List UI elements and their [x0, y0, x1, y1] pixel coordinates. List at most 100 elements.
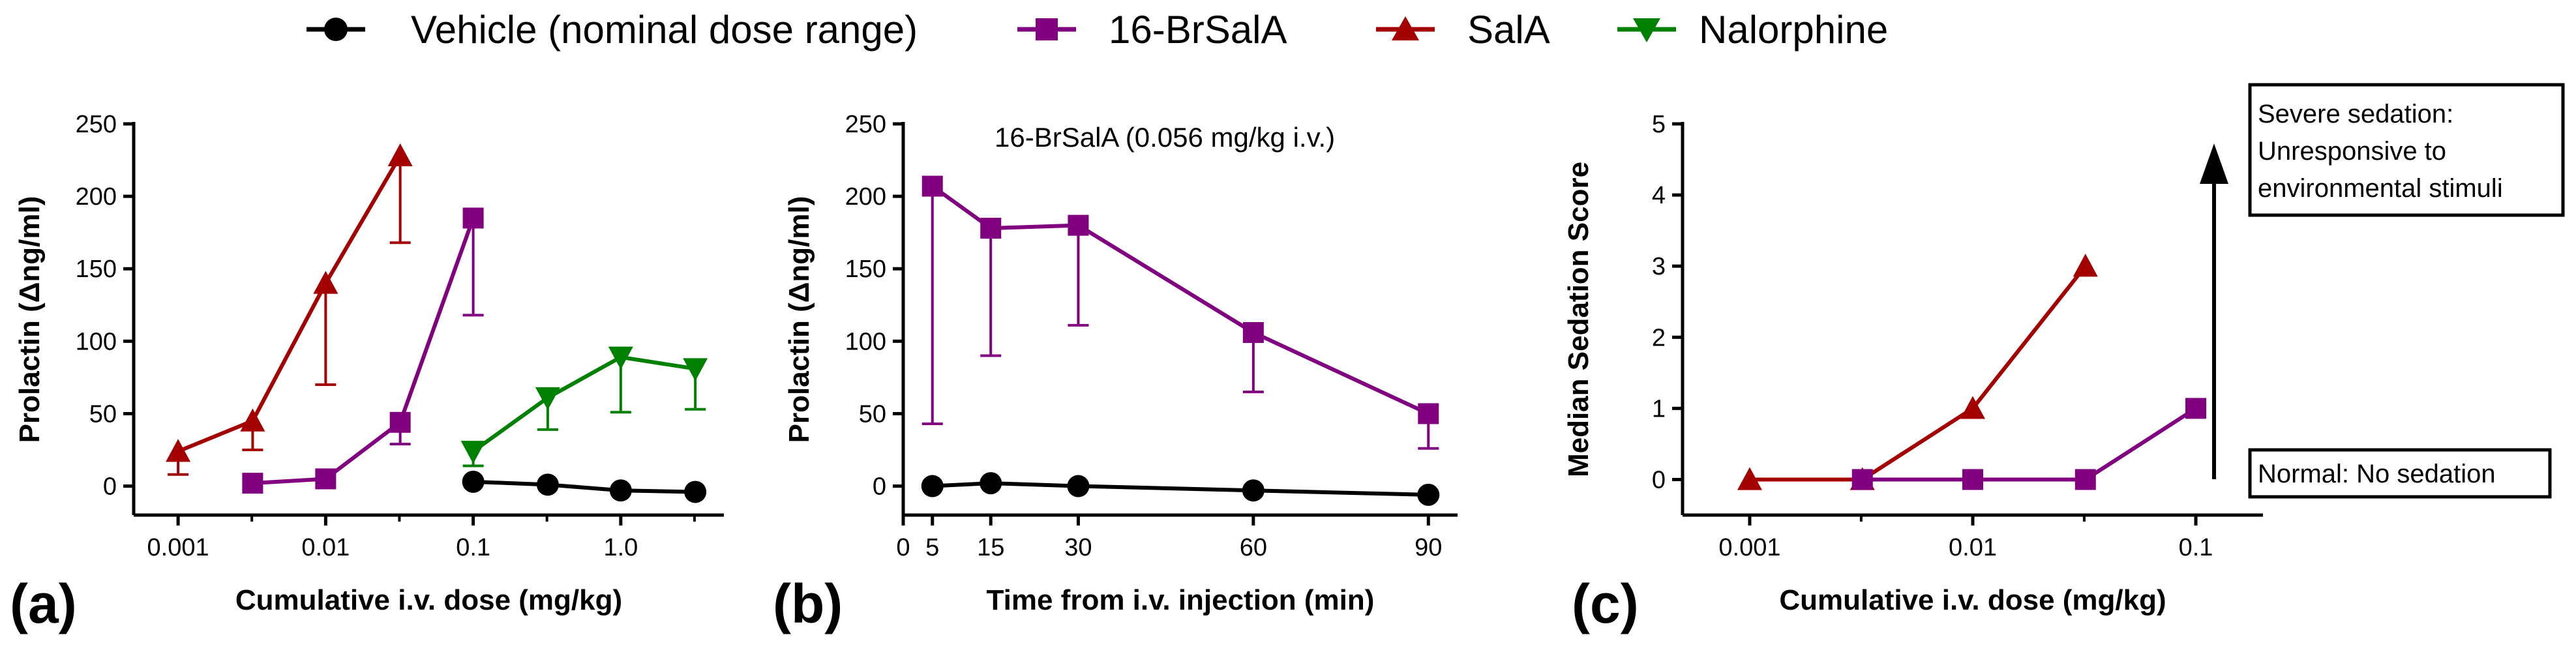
- y-tick-label: 0: [1652, 466, 1666, 494]
- panel-letter-a: (a): [10, 573, 77, 634]
- data-point: [535, 387, 560, 410]
- data-point: [462, 207, 484, 229]
- data-point: [2185, 398, 2207, 419]
- legend-marker-triangle-down: [1633, 18, 1660, 42]
- data-point: [462, 470, 485, 493]
- panel-letter-c: (c): [1572, 573, 1639, 634]
- x-tick-label: 60: [1240, 534, 1267, 561]
- x-tick-label: 1.0: [603, 534, 638, 561]
- y-tick-label: 150: [76, 256, 117, 283]
- y-tick-label: 250: [76, 111, 117, 138]
- series-16-brsala: [1851, 398, 2207, 490]
- data-point: [240, 408, 265, 432]
- x-tick-label: 0: [896, 534, 910, 561]
- x-tick-label: 5: [925, 534, 939, 561]
- panel-b-annotation: 16-BrSalA (0.056 mg/kg i.v.): [995, 122, 1335, 153]
- y-tick-label: 0: [103, 473, 117, 501]
- x-tick-label: 0.1: [2179, 534, 2213, 561]
- data-point: [1068, 215, 1089, 236]
- series-line: [932, 481, 1429, 497]
- data-point: [242, 473, 263, 494]
- legend-marker-square: [1036, 18, 1058, 40]
- x-tick-label: 0.01: [301, 534, 350, 561]
- y-tick-label: 250: [845, 111, 886, 138]
- data-point: [1067, 475, 1090, 497]
- no-sedation-label: Normal: No sedation: [2258, 460, 2496, 488]
- y-tick-label: 3: [1652, 253, 1666, 280]
- data-point: [2073, 254, 2098, 277]
- data-point: [313, 271, 338, 294]
- legend-item-16-brsala: 16-BrSalA: [1017, 8, 1287, 52]
- data-point: [980, 218, 1002, 239]
- x-tick-label: 0.01: [1949, 534, 1997, 561]
- data-point: [1417, 483, 1440, 506]
- data-point: [980, 472, 1002, 495]
- series-sala: [1737, 254, 2098, 490]
- no-sedation-box: [2248, 448, 2552, 499]
- legend-item-sala: SalA: [1376, 8, 1550, 52]
- data-point: [608, 346, 633, 370]
- y-tick-label: 150: [845, 256, 886, 283]
- series-vehicle-nominal-dose-range-: [921, 472, 1440, 506]
- series-line: [473, 479, 696, 494]
- severe-sedation-box: [2248, 83, 2565, 217]
- x-tick-label: 0.001: [1718, 534, 1780, 561]
- series-line: [1862, 406, 2197, 482]
- data-point: [315, 468, 337, 490]
- series-line: [177, 155, 402, 453]
- x-axis-title: Cumulative i.v. dose (mg/kg): [235, 584, 622, 616]
- x-tick-label: 15: [977, 534, 1004, 561]
- legend-marker-circle: [324, 18, 348, 41]
- legend-item-vehicle: Vehicle (nominal dose range): [307, 8, 918, 52]
- data-point: [1962, 469, 1983, 490]
- series-line: [252, 217, 475, 486]
- x-axis-title: Cumulative i.v. dose (mg/kg): [1779, 584, 2166, 616]
- severe-sedation-line-3: environmental stimuli: [2258, 174, 2503, 203]
- sedation-scale-annotation: Severe sedation: Unresponsive to environ…: [2200, 83, 2565, 499]
- x-tick-label: 0.001: [147, 534, 209, 561]
- y-tick-label: 2: [1652, 324, 1666, 351]
- y-tick-label: 200: [845, 183, 886, 211]
- data-point: [1737, 467, 1762, 490]
- y-tick-label: 200: [76, 183, 117, 211]
- y-tick-label: 50: [859, 400, 886, 428]
- data-point: [921, 175, 943, 197]
- data-point: [166, 439, 191, 462]
- data-point: [684, 481, 707, 503]
- data-point: [387, 143, 413, 167]
- data-point: [2074, 469, 2096, 490]
- legend: Vehicle (nominal dose range) 16-BrSalA S…: [307, 8, 1888, 52]
- y-tick-label: 4: [1652, 182, 1666, 209]
- series-vehicle-nominal-dose-range-: [462, 470, 707, 503]
- y-axis-title: Median Sedation Score: [1563, 162, 1595, 477]
- y-tick-label: 100: [845, 328, 886, 355]
- severe-sedation-line-2: Unresponsive to: [2258, 137, 2446, 166]
- legend-item-nalorphine: Nalorphine: [1617, 8, 1888, 52]
- data-point: [921, 475, 944, 497]
- data-point: [1851, 469, 1873, 490]
- legend-marker-triangle-up: [1392, 16, 1419, 40]
- x-tick-label: 0.1: [456, 534, 490, 561]
- y-tick-label: 100: [76, 328, 117, 355]
- data-point: [536, 473, 559, 496]
- series-16-brsala: [242, 207, 484, 494]
- series-line: [931, 185, 1430, 416]
- data-point: [460, 441, 486, 464]
- y-tick-label: 50: [89, 400, 117, 428]
- y-axis-title: Prolactin (Δng/ml): [783, 196, 815, 443]
- y-tick-label: 5: [1652, 111, 1666, 138]
- series-line: [472, 355, 696, 453]
- panel-a: 0 50 100 150 200 250 0.001 0.01 0.1 1.0 Cumulative…: [14, 111, 724, 616]
- x-axis-title: Time from i.v. injection (min): [987, 584, 1375, 616]
- panel-letter-b: (b): [773, 573, 843, 634]
- series-nalorphine: [460, 346, 708, 467]
- legend-label-sala: SalA: [1467, 8, 1550, 52]
- data-point: [683, 358, 708, 381]
- x-tick-label: 30: [1064, 534, 1092, 561]
- severe-sedation-line-1: Severe sedation:: [2258, 100, 2453, 128]
- series-sala: [166, 143, 413, 476]
- data-point: [389, 411, 411, 433]
- panel-c: 0 1 2 3 4 5 0.001 0.01 0.1 Cumulative i.v. dose (…: [1563, 111, 2263, 616]
- sedation-arrow-head: [2200, 143, 2228, 184]
